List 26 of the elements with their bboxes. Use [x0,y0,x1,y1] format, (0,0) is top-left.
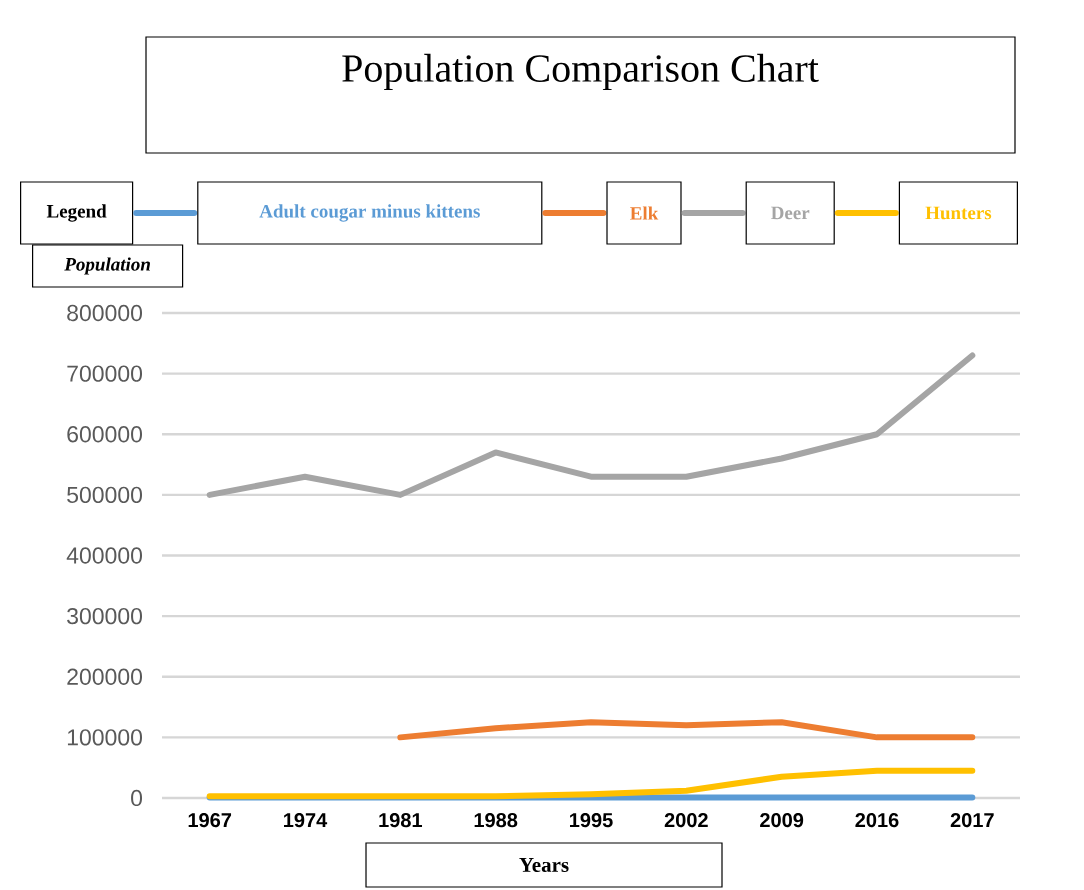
legend-label: Hunters [925,206,992,220]
x-tick-label: 1981 [379,813,423,828]
legend-title: Legend [46,204,107,222]
legend-label: Elk [630,206,659,220]
y-tick-label: 800000 [67,304,143,322]
y-tick-label: 100000 [67,729,143,746]
y-axis-title: Population [64,257,150,275]
x-tick-label: 1995 [570,813,613,828]
text: Adult cougar minus kittens [259,204,480,222]
y-tick-label: 600000 [67,426,143,443]
x-axis-title: Years [519,858,569,872]
x-tick-label: 2002 [664,813,708,828]
x-tick-label: 2009 [760,813,804,828]
legend-label: Deer [771,206,810,220]
x-tick-label: 2017 [950,813,994,828]
y-tick-label: 400000 [66,547,143,564]
y-tick-label: 300000 [67,607,143,625]
y-tick-label: 0 [131,789,143,807]
y-tick-label: 200000 [67,668,143,685]
chart-title: Population Comparison Chart [342,53,819,91]
x-tick-label: 1967 [188,813,232,828]
y-tick-label: 500000 [67,486,143,504]
x-tick-label: 1974 [284,813,328,828]
x-tick-label: 1988 [474,813,518,828]
y-tick-label: 700000 [67,365,143,382]
x-tick-label: 2016 [855,813,899,828]
